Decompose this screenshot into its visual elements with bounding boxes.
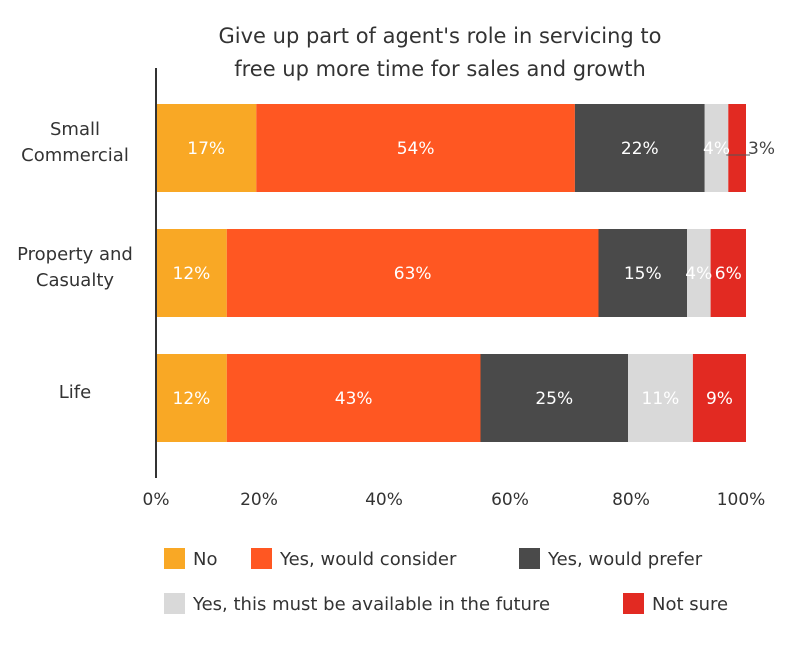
bar-segment-2-2 xyxy=(226,229,599,317)
x-tick-label-5: 80% xyxy=(612,490,650,510)
data-label-1-5: 3% xyxy=(748,139,775,159)
data-label-2-2: 63% xyxy=(394,264,432,284)
legend-label-2: Yes, would consider xyxy=(279,549,457,570)
bar-segment-3-1 xyxy=(156,354,227,442)
x-tick-label-1: 0% xyxy=(143,490,170,510)
data-label-3-1: 12% xyxy=(173,389,211,409)
bar-segment-2-1 xyxy=(156,229,227,317)
legend-swatch-2 xyxy=(251,548,272,569)
x-tick-label-6: 100% xyxy=(717,490,766,510)
data-label-1-2: 54% xyxy=(397,139,435,159)
bar-segment-1-4 xyxy=(704,104,729,192)
bar-segment-1-3 xyxy=(574,104,705,192)
chart-title-line-2: free up more time for sales and growth xyxy=(234,57,646,81)
bar-segment-1-1 xyxy=(156,104,257,192)
data-label-3-2: 43% xyxy=(335,389,373,409)
bar-segment-3-5 xyxy=(692,354,746,442)
bar-segment-1-2 xyxy=(256,104,575,192)
bar-segment-2-3 xyxy=(598,229,687,317)
x-tick-label-3: 40% xyxy=(365,490,403,510)
bar-segment-1-5 xyxy=(728,104,746,192)
data-label-3-5: 9% xyxy=(706,389,733,409)
data-label-1-3: 22% xyxy=(621,139,659,159)
bar-segment-3-2 xyxy=(226,354,481,442)
category-label-3-line-1: Life xyxy=(59,382,91,403)
bar-segment-3-3 xyxy=(480,354,628,442)
legend-label-3: Yes, would prefer xyxy=(547,549,703,570)
legend-swatch-1 xyxy=(164,548,185,569)
legend-label-5: Not sure xyxy=(652,594,728,615)
bar-segment-3-4 xyxy=(628,354,693,442)
bar-segment-2-5 xyxy=(710,229,746,317)
legend-label-1: No xyxy=(193,549,217,570)
category-label-1-line-1: Small xyxy=(50,119,100,140)
chart-title-line-1: Give up part of agent's role in servicin… xyxy=(219,24,662,48)
data-label-2-3: 15% xyxy=(624,264,662,284)
legend-swatch-5 xyxy=(623,593,644,614)
legend-swatch-4 xyxy=(164,593,185,614)
bar-segment-2-4 xyxy=(687,229,711,317)
category-label-1-line-2: Commercial xyxy=(21,145,129,166)
category-label-2-line-1: Property and xyxy=(17,244,133,265)
legend: No Yes, would consider Yes, would prefer Ye… xyxy=(164,548,728,615)
data-label-2-1: 12% xyxy=(173,264,211,284)
data-label-2-4: 4% xyxy=(685,264,712,284)
legend-swatch-3 xyxy=(519,548,540,569)
bars xyxy=(156,104,746,442)
data-label-3-3: 25% xyxy=(535,389,573,409)
x-tick-label-4: 60% xyxy=(491,490,529,510)
data-label-1-1: 17% xyxy=(187,139,225,159)
legend-label-4: Yes, this must be available in the futur… xyxy=(192,594,550,615)
category-label-2-line-2: Casualty xyxy=(36,270,114,291)
x-tick-label-2: 20% xyxy=(240,490,278,510)
chart-title: Give up part of agent's role in servicin… xyxy=(219,24,662,81)
data-label-1-4: 4% xyxy=(703,139,730,159)
data-label-3-4: 11% xyxy=(642,389,680,409)
data-label-2-5: 6% xyxy=(715,264,742,284)
axis: 0% 20% 40% 60% 80% 100% xyxy=(143,68,766,510)
